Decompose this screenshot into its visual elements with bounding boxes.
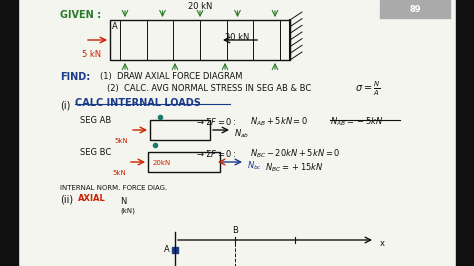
Text: 20 kN: 20 kN xyxy=(188,2,212,11)
Text: CALC INTERNAL LOADS: CALC INTERNAL LOADS xyxy=(75,98,201,108)
Text: 5kN: 5kN xyxy=(114,138,128,144)
Text: 20 kN: 20 kN xyxy=(225,33,249,42)
Text: SEG AB: SEG AB xyxy=(80,116,111,125)
Bar xyxy=(148,152,220,172)
Text: (ii): (ii) xyxy=(60,194,73,204)
Bar xyxy=(110,20,290,60)
Text: SEG BC: SEG BC xyxy=(80,148,111,157)
Bar xyxy=(456,0,474,266)
Text: N: N xyxy=(120,197,127,206)
Text: $N_{BC}= +15kN$: $N_{BC}= +15kN$ xyxy=(265,161,324,173)
Text: A: A xyxy=(112,22,118,31)
Text: (i): (i) xyxy=(60,100,70,110)
Text: $\sigma = \frac{N}{A}$: $\sigma = \frac{N}{A}$ xyxy=(355,80,380,98)
Text: 1/5: 1/5 xyxy=(437,3,448,9)
Text: FIND:: FIND: xyxy=(60,72,90,82)
Text: GIVEN :: GIVEN : xyxy=(60,10,101,20)
Text: AXIAL: AXIAL xyxy=(78,194,106,203)
Text: $N_{BC}-20kN+5kN=0$: $N_{BC}-20kN+5kN=0$ xyxy=(250,148,340,160)
Text: $N_{AB}= -5kN$: $N_{AB}= -5kN$ xyxy=(330,116,383,128)
Bar xyxy=(172,247,178,253)
Text: $N_{ab}$: $N_{ab}$ xyxy=(234,127,249,139)
Text: $N_{AB}+5kN=0$: $N_{AB}+5kN=0$ xyxy=(250,116,308,128)
Bar xyxy=(380,0,450,18)
Text: $\rightarrow \Sigma F=0:$: $\rightarrow \Sigma F=0:$ xyxy=(195,148,237,159)
Text: B: B xyxy=(232,226,238,235)
Text: 20kN: 20kN xyxy=(153,160,171,166)
Text: (kN): (kN) xyxy=(120,207,135,214)
Text: (2)  CALC. AVG NORMAL STRESS IN SEG AB & BC: (2) CALC. AVG NORMAL STRESS IN SEG AB & … xyxy=(107,84,311,93)
Bar xyxy=(0,0,18,266)
Text: 5kN: 5kN xyxy=(112,170,126,176)
Text: 5 kN: 5 kN xyxy=(82,50,101,59)
Text: (1)  DRAW AXIAL FORCE DIAGRAM: (1) DRAW AXIAL FORCE DIAGRAM xyxy=(100,72,243,81)
Bar xyxy=(150,120,210,140)
Text: x: x xyxy=(380,239,385,247)
Text: $N_{bc}$: $N_{bc}$ xyxy=(247,159,262,172)
Text: A: A xyxy=(164,245,170,254)
Text: INTERNAL NORM. FORCE DIAG.: INTERNAL NORM. FORCE DIAG. xyxy=(60,185,167,191)
Text: $\rightarrow \Sigma F=0:$: $\rightarrow \Sigma F=0:$ xyxy=(195,116,237,127)
Text: 89: 89 xyxy=(409,5,421,14)
